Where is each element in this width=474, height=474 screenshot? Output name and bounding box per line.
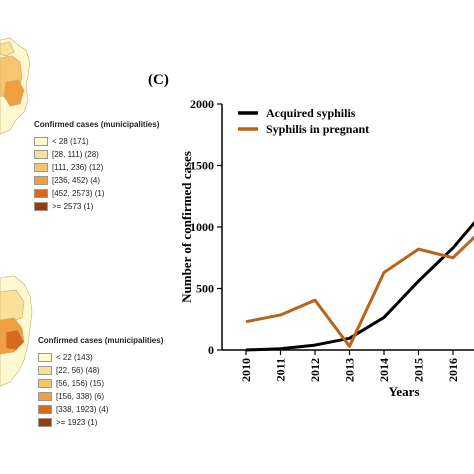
- map-top-legend-item: [111, 236) (12): [34, 161, 159, 174]
- map-bottom-legend-swatch: [38, 379, 52, 388]
- map-top-legend-swatch: [34, 189, 48, 198]
- y-tick-label: 1500: [190, 159, 214, 173]
- x-tick-label: 2013: [343, 358, 357, 382]
- panel-label: (C): [148, 72, 169, 88]
- map-bottom-legend-item: >= 1923 (1): [38, 416, 163, 429]
- map-bottom-legend-label: >= 1923 (1): [56, 418, 98, 427]
- x-tick-label: 2012: [308, 358, 322, 382]
- map-top: [0, 37, 31, 135]
- map-top-legend-title: Confirmed cases (municipalities): [34, 120, 160, 129]
- map-top-legend-item: [236, 452) (4): [34, 174, 159, 187]
- x-tick-label: 2010: [239, 358, 253, 382]
- x-tick-label: 2014: [377, 358, 391, 382]
- map-top-legend-label: < 28 (171): [52, 137, 89, 146]
- map-top-legend-label: [111, 236) (12): [52, 163, 104, 172]
- x-axis-label: Years: [388, 384, 419, 399]
- map-top-legend-item: [28, 111) (28): [34, 148, 159, 161]
- map-bottom-legend-swatch: [38, 366, 52, 375]
- x-tick-label: 2016: [446, 358, 460, 382]
- map-top-legend: Confirmed cases (municipalities) < 28 (1…: [34, 120, 159, 213]
- map-top-region-light: [0, 41, 15, 57]
- x-tick-label: 2015: [412, 358, 426, 382]
- legend-label-1: Acquired syphilis: [266, 106, 356, 120]
- map-bottom-legend-label: [338, 1923) (4): [56, 405, 109, 414]
- map-bottom-region-high: [5, 329, 25, 351]
- map-top-legend-label: [236, 452) (4): [52, 176, 101, 185]
- map-bottom-legend-title: Confirmed cases (municipalities): [38, 336, 164, 345]
- map-bottom-legend-swatch: [38, 353, 52, 362]
- map-bottom-legend-item: [156, 338) (6): [38, 390, 163, 403]
- map-top-legend-label: [28, 111) (28): [52, 150, 99, 159]
- map-bottom: [0, 275, 33, 387]
- map-bottom-legend-item: [56, 156) (15): [38, 377, 163, 390]
- y-tick-label: 500: [196, 282, 214, 296]
- map-bottom-legend-item: [22, 56) (48): [38, 364, 163, 377]
- map-top-region-high: [3, 79, 25, 107]
- map-top-legend-label: >= 2573 (1): [52, 202, 94, 211]
- map-top-legend-item: >= 2573 (1): [34, 200, 159, 213]
- map-bottom-legend-swatch: [38, 405, 52, 414]
- map-bottom-legend-label: [156, 338) (6): [56, 392, 105, 401]
- map-top-legend-item: < 28 (171): [34, 135, 159, 148]
- y-axis-label: Number of confirmed cases: [179, 151, 194, 303]
- x-tick-label: 2011: [274, 358, 288, 381]
- map-bottom-legend-item: < 22 (143): [38, 351, 163, 364]
- map-top-legend-swatch: [34, 163, 48, 172]
- map-top-legend-swatch: [34, 150, 48, 159]
- y-tick-label: 2000: [190, 97, 214, 111]
- map-bottom-legend-label: < 22 (143): [56, 353, 93, 362]
- map-bottom-legend-swatch: [38, 418, 52, 427]
- y-tick-label: 0: [208, 343, 214, 357]
- map-bottom-legend-item: [338, 1923) (4): [38, 403, 163, 416]
- series-line-2: [245, 235, 474, 348]
- map-top-legend-swatch: [34, 176, 48, 185]
- map-top-legend-item: [452, 2573) (1): [34, 187, 159, 200]
- map-bottom-region-light: [0, 289, 25, 323]
- map-bottom-legend: Confirmed cases (municipalities) < 22 (1…: [38, 336, 163, 429]
- y-tick-label: 1000: [190, 220, 214, 234]
- series-line-1: [245, 220, 474, 352]
- map-bottom-legend-swatch: [38, 392, 52, 401]
- map-top-legend-swatch: [34, 137, 48, 146]
- map-bottom-legend-label: [56, 156) (15): [56, 379, 105, 388]
- map-top-legend-swatch: [34, 202, 48, 211]
- map-bottom-legend-label: [22, 56) (48): [56, 366, 100, 375]
- map-top-legend-label: [452, 2573) (1): [52, 189, 105, 198]
- legend-label-2: Syphilis in pregnant: [266, 122, 369, 136]
